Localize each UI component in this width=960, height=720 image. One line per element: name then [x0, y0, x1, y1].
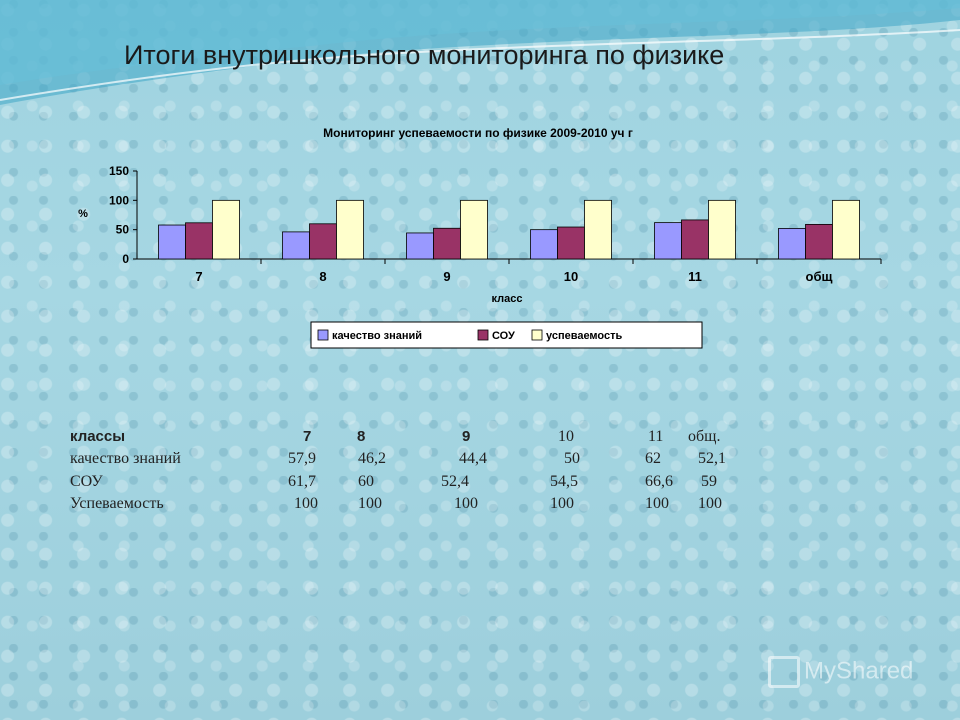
x-tick-label: 7 — [195, 269, 202, 284]
table-cell: 60 — [358, 473, 374, 490]
table-cell: 44,4 — [459, 450, 487, 467]
bar-0-3 — [530, 229, 558, 260]
legend-swatch — [531, 329, 543, 341]
legend-label: качество знаний — [332, 330, 422, 342]
legend-label: успеваемость — [546, 330, 623, 342]
table-cell: 61,7 — [288, 473, 316, 490]
bar-1-0 — [185, 222, 213, 260]
watermark-text: MyShared — [804, 657, 914, 685]
bar-0-5 — [778, 228, 806, 260]
y-tick-label: 50 — [116, 223, 130, 237]
x-tick-label: 8 — [319, 269, 326, 284]
table-cell: 57,9 — [288, 450, 316, 467]
data-table: классы 7 8 9 10 11 общ. качество знаний 57,9 46,2… — [70, 428, 790, 518]
bar-0-1 — [282, 231, 310, 260]
x-axis-label: класс — [492, 293, 523, 305]
table-row-label: Успеваемость — [70, 495, 164, 512]
bar-0-4 — [654, 222, 682, 260]
table-cell: 100 — [645, 495, 669, 512]
y-tick-label: 0 — [122, 252, 129, 266]
legend-swatch — [317, 329, 329, 341]
bar-1-1 — [309, 223, 337, 260]
table-row-label: качество знаний — [70, 450, 181, 467]
bar-1-3 — [557, 226, 585, 260]
x-tick-label: 11 — [688, 269, 702, 284]
legend-label: СОУ — [492, 330, 515, 342]
bar-2-1 — [336, 199, 364, 260]
table-cell: 100 — [550, 495, 574, 512]
table-cell: 62 — [645, 450, 661, 467]
table-column-header: общ. — [688, 428, 721, 445]
table-column-header: 11 — [648, 428, 664, 445]
x-tick-label: общ — [806, 269, 833, 284]
bar-2-5 — [832, 199, 860, 260]
y-tick-label: 150 — [109, 164, 129, 178]
table-cell: 52,4 — [441, 473, 469, 490]
bar-0-0 — [158, 224, 186, 260]
top-wave-decoration — [0, 0, 960, 105]
x-tick-label: 9 — [443, 269, 450, 284]
bar-1-2 — [433, 227, 461, 260]
legend-box — [310, 321, 703, 349]
table-cell: 100 — [358, 495, 382, 512]
presentation-icon — [768, 656, 800, 688]
table-column-header: 7 — [303, 428, 312, 445]
legend-swatch — [477, 329, 489, 341]
bar-0-2 — [406, 232, 434, 260]
table-cell: 66,6 — [645, 473, 673, 490]
table-cell: 100 — [454, 495, 478, 512]
bar-2-4 — [708, 199, 736, 260]
table-cell: 52,1 — [698, 450, 726, 467]
bar-1-4 — [681, 219, 709, 260]
table-header-label: классы — [70, 428, 126, 445]
table-row-label: СОУ — [70, 473, 103, 490]
table-column-header: 10 — [558, 428, 574, 445]
watermark: MyShared — [768, 656, 928, 696]
x-tick-label: 10 — [564, 269, 578, 284]
table-cell: 100 — [698, 495, 722, 512]
table-column-header: 8 — [357, 428, 366, 445]
table-cell: 59 — [701, 473, 717, 490]
table-cell: 100 — [294, 495, 318, 512]
table-column-header: 9 — [462, 428, 471, 445]
bar-2-3 — [584, 199, 612, 260]
table-cell: 54,5 — [550, 473, 578, 490]
slide-title: Итоги внутришкольного мониторинга по физ… — [124, 40, 725, 70]
bar-1-5 — [805, 223, 833, 260]
table-cell: 50 — [564, 450, 580, 467]
chart-title: Мониторинг успеваемости по физике 2009-2… — [323, 126, 633, 140]
y-axis-label: % — [78, 208, 88, 220]
y-tick-label: 100 — [109, 193, 129, 207]
bar-2-2 — [460, 199, 488, 260]
table-cell: 46,2 — [358, 450, 386, 467]
bar-2-0 — [212, 199, 240, 260]
